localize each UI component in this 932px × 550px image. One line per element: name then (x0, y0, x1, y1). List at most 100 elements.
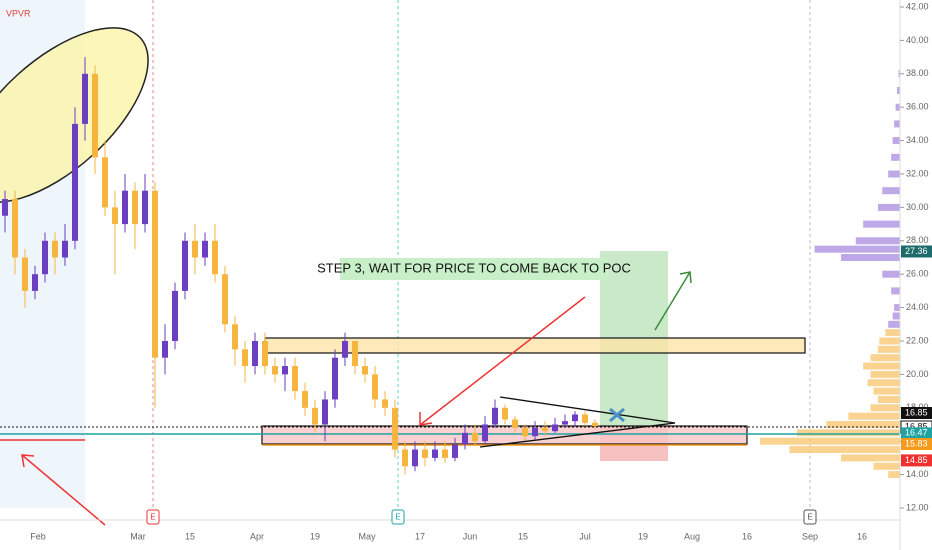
event-marker-label: E (150, 513, 155, 522)
event-marker-label: E (807, 513, 812, 522)
y-tick-label: 20.00 (906, 369, 929, 379)
candle-body (422, 449, 428, 458)
volume-profile-bar (894, 120, 900, 128)
arrow (654, 271, 691, 331)
candle-body (582, 414, 588, 423)
candle-body (52, 240, 58, 258)
ellipse-drawing (0, 27, 149, 203)
candle-body (392, 407, 398, 450)
candle-body (32, 274, 38, 291)
volume-profile-bar (870, 370, 900, 378)
candle-body (182, 240, 188, 291)
candle-body (412, 449, 418, 467)
y-tick-label: 34.00 (906, 135, 929, 145)
x-tick-label: 15 (185, 531, 195, 541)
price-tag-label: 16.85 (905, 407, 928, 417)
candle-body (402, 449, 408, 467)
event-marker (391, 509, 405, 525)
price-tag (901, 245, 932, 258)
volume-profile-bar (877, 345, 900, 353)
candle-body (162, 341, 168, 358)
candle-body (252, 341, 258, 367)
volume-profile-bar (892, 137, 900, 145)
volume-profile-bar (848, 412, 900, 420)
volume-profile-bar (841, 254, 900, 261)
candle-body (2, 199, 8, 216)
candle-body (352, 341, 358, 367)
x-tick-label: 15 (518, 531, 528, 541)
candle-body (212, 240, 218, 275)
price-tag-label: 16.47 (905, 428, 928, 438)
price-tag-label: 16.85 (905, 421, 928, 431)
candle-body (302, 391, 308, 408)
volume-profile-bar (877, 203, 900, 211)
annotation-text: STEP 3, WAIT FOR PRICE TO COME BACK TO P… (317, 260, 631, 275)
candle-body (142, 190, 148, 225)
volume-profile-bar (789, 446, 900, 454)
candle-body (132, 190, 138, 225)
candle-body (432, 449, 438, 458)
candle-body (92, 73, 98, 158)
y-tick-label: 42.00 (906, 1, 929, 11)
candle-body (372, 374, 378, 400)
x-tick-label: Jul (579, 531, 591, 541)
price-tag (901, 427, 932, 440)
y-tick-label: 40.00 (906, 35, 929, 45)
candle-body (362, 366, 368, 375)
candle-body (172, 290, 178, 341)
candle-body (592, 422, 598, 427)
candle-body (292, 366, 298, 392)
x-marker (609, 407, 625, 423)
candle-body (12, 199, 18, 258)
y-tick-label: 14.00 (906, 469, 929, 479)
x-tick-label: Jun (463, 531, 478, 541)
volume-profile-bar (760, 437, 900, 445)
volume-profile-bar (891, 153, 900, 161)
candle-body (322, 399, 328, 425)
event-marker-label: E (395, 513, 400, 522)
y-tick-label: 26.00 (906, 269, 929, 279)
x-tick-label: 19 (638, 531, 648, 541)
candle-body (482, 424, 488, 442)
candle-body (312, 407, 318, 425)
volume-profile-bar (891, 287, 900, 295)
candle-body (232, 324, 238, 350)
price-tag-label: 14.85 (905, 455, 928, 465)
price-tag (901, 454, 932, 467)
candle-body (222, 274, 228, 325)
candle-body (122, 190, 128, 225)
volume-profile-bar (841, 454, 900, 462)
candle-body (82, 73, 88, 124)
x-tick-label: 19 (310, 531, 320, 541)
candle-body (22, 257, 28, 291)
volume-profile-bar (888, 170, 900, 178)
arrow-head (419, 412, 433, 426)
volume-profile-bar (863, 362, 900, 370)
x-tick-label: Apr (250, 531, 264, 541)
candle-body (562, 421, 568, 425)
triangle-line (499, 396, 676, 424)
event-marker (146, 509, 160, 525)
volume-profile-bar (877, 395, 900, 403)
candle-body (272, 366, 278, 375)
indicator-label: VPVR (6, 8, 31, 18)
candle-body (442, 449, 448, 458)
candle-body (472, 432, 478, 442)
volume-profile-bar (870, 404, 900, 412)
candle-body (462, 432, 468, 445)
volume-profile-bar (888, 320, 900, 328)
volume-profile-bar (814, 245, 900, 253)
x-tick-label: 16 (742, 531, 752, 541)
candle-body (102, 157, 108, 208)
y-tick-label: 38.00 (906, 68, 929, 78)
volume-profile-bar (897, 87, 900, 94)
arrow (419, 296, 586, 426)
candle-body (242, 349, 248, 367)
x-tick-label: Aug (684, 531, 700, 541)
candle-body (522, 427, 528, 437)
candle-body (532, 427, 538, 437)
arrow (21, 454, 106, 526)
candle-body (112, 207, 118, 225)
candle-body (192, 240, 198, 258)
